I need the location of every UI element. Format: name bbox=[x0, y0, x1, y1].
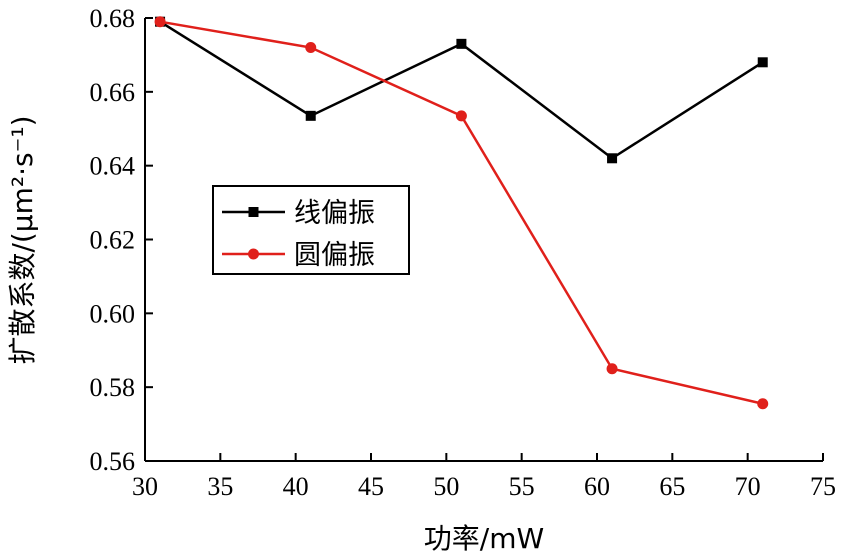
x-tick-label: 75 bbox=[810, 472, 836, 501]
y-tick-label: 0.58 bbox=[90, 373, 136, 402]
data-point bbox=[456, 38, 467, 49]
y-tick-label: 0.62 bbox=[90, 226, 136, 255]
x-tick-label: 50 bbox=[433, 472, 459, 501]
data-point bbox=[757, 57, 768, 68]
legend-label-2: 圆偏振 bbox=[294, 240, 375, 271]
data-point bbox=[607, 153, 618, 164]
y-axis-title: 扩散系数/(μm²·s⁻¹) bbox=[6, 115, 39, 364]
legend-marker-1 bbox=[248, 207, 259, 217]
data-point bbox=[757, 398, 769, 410]
x-tick-label: 35 bbox=[207, 472, 233, 501]
y-tick-label: 0.66 bbox=[90, 78, 136, 107]
x-tick-label: 40 bbox=[283, 472, 309, 501]
y-tick-label: 0.60 bbox=[90, 299, 136, 328]
y-tick-label: 0.68 bbox=[90, 4, 136, 33]
data-point bbox=[154, 16, 166, 28]
x-tick-label: 45 bbox=[358, 472, 384, 501]
x-tick-label: 60 bbox=[584, 472, 610, 501]
legend-marker-2 bbox=[248, 248, 259, 260]
data-point bbox=[455, 110, 467, 122]
series-layer bbox=[154, 16, 769, 410]
x-axis-title: 功率/mW bbox=[424, 522, 544, 555]
data-point bbox=[305, 110, 316, 121]
y-tick-label: 0.56 bbox=[90, 447, 136, 476]
x-tick-label: 55 bbox=[509, 472, 535, 501]
data-point bbox=[606, 363, 618, 375]
x-tick-label: 30 bbox=[132, 472, 158, 501]
x-tick-label: 70 bbox=[735, 472, 761, 501]
data-point bbox=[305, 42, 317, 54]
y-tick-label: 0.64 bbox=[90, 152, 136, 181]
legend-label-1: 线偏振 bbox=[294, 198, 375, 229]
x-tick-label: 65 bbox=[659, 472, 685, 501]
legend-box bbox=[212, 185, 410, 275]
axes: 30 35 40 45 50 55 60 65 70 75 0.56 0.58 0.60 0.62 0.64… bbox=[90, 4, 837, 501]
